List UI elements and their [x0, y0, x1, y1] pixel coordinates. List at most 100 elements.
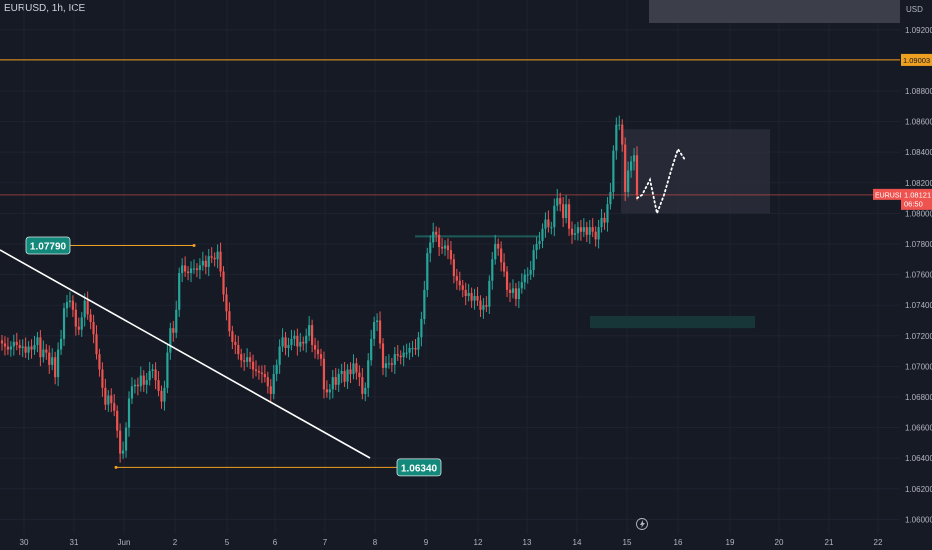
- candle-body: [576, 227, 580, 234]
- candle-body: [222, 271, 225, 295]
- candle-body: [470, 292, 473, 301]
- candle: [266, 371, 269, 394]
- low-price-label: 1.06340: [396, 458, 442, 477]
- candle: [455, 268, 458, 290]
- candle: [293, 330, 296, 347]
- candle-series: [0, 115, 639, 463]
- candle-body: [426, 253, 429, 290]
- price-tick-label: 1.07000: [905, 362, 932, 371]
- candle: [284, 331, 287, 356]
- candle: [36, 331, 39, 353]
- candle-body: [393, 354, 396, 365]
- candle: [287, 337, 290, 358]
- candle: [225, 287, 228, 321]
- candle: [175, 300, 178, 339]
- candle-body: [269, 386, 272, 394]
- time-tick-label: 8: [373, 538, 378, 547]
- candle: [352, 354, 355, 380]
- candle: [71, 295, 74, 317]
- candle-body: [396, 354, 399, 356]
- candle: [426, 247, 429, 298]
- candle: [517, 281, 520, 309]
- time-tick-label: 16: [674, 538, 683, 547]
- candle-body: [591, 227, 594, 232]
- candle: [346, 364, 349, 389]
- price-tick-label: 1.08600: [905, 118, 932, 127]
- candle: [313, 337, 317, 359]
- candle: [148, 361, 151, 386]
- time-tick-label: 20: [775, 538, 784, 547]
- time-tick-label: 2: [173, 538, 178, 547]
- candle: [547, 210, 550, 233]
- candle-body: [538, 240, 541, 244]
- candle-body: [92, 322, 95, 335]
- candle: [299, 332, 302, 352]
- candle: [396, 345, 399, 362]
- candle: [618, 115, 621, 130]
- candle-body: [42, 349, 45, 358]
- candle: [390, 357, 393, 373]
- candle: [0, 335, 4, 351]
- candle-body: [124, 427, 128, 451]
- candle: [635, 146, 639, 201]
- candle-body: [500, 248, 503, 263]
- candle: [136, 377, 139, 396]
- candle-body: [299, 341, 302, 347]
- candle: [550, 221, 553, 235]
- candle-body: [133, 384, 137, 387]
- candle: [565, 195, 568, 224]
- candle: [408, 342, 411, 360]
- candle-body: [65, 302, 69, 309]
- candle: [18, 339, 21, 356]
- candle-body: [387, 363, 391, 365]
- candle: [399, 350, 402, 365]
- candle-body: [502, 262, 506, 272]
- candle: [222, 266, 225, 302]
- lightning-icon: [636, 518, 648, 530]
- candle: [367, 353, 370, 397]
- candle-body: [240, 354, 243, 361]
- candle-body: [573, 233, 577, 235]
- time-tick-label: 9: [424, 538, 429, 547]
- candle-body: [9, 346, 12, 350]
- candle-body: [562, 204, 565, 218]
- candle: [443, 240, 447, 256]
- candle-body: [157, 380, 160, 391]
- price-tick-label: 1.09200: [905, 26, 932, 35]
- grid-lines: [0, 0, 900, 534]
- candle-body: [635, 155, 639, 196]
- candle-body: [529, 270, 532, 275]
- candle-body: [325, 389, 328, 393]
- candle-body: [287, 344, 290, 349]
- candle: [240, 348, 243, 368]
- chart-overlays: 1.07790 1.06340: [0, 59, 900, 530]
- candle: [302, 336, 305, 351]
- candle-body: [139, 375, 142, 387]
- candle-body: [36, 337, 39, 345]
- time-tick-label: 30: [20, 538, 29, 547]
- candle-body: [346, 369, 349, 382]
- candle-body: [308, 325, 311, 336]
- time-axis-background: [0, 534, 900, 550]
- candle-body: [609, 191, 612, 205]
- candle-body: [349, 369, 352, 375]
- candle: [461, 279, 464, 298]
- candle-body: [458, 280, 461, 286]
- candle-body: [3, 343, 7, 347]
- candle: [523, 269, 526, 290]
- candle-body: [585, 227, 588, 235]
- candle: [319, 348, 323, 366]
- candle-body: [550, 227, 553, 229]
- candle: [632, 148, 636, 171]
- candle-body: [452, 259, 455, 277]
- current-price-text: 1.08121: [904, 190, 931, 199]
- candle-body: [89, 314, 92, 323]
- level-price-marker: 1.09003: [901, 53, 932, 66]
- candle-body: [497, 243, 500, 249]
- candle: [166, 343, 169, 394]
- candle-body: [110, 395, 113, 404]
- high-price-label-bg: [25, 236, 71, 255]
- candle-body: [154, 369, 157, 381]
